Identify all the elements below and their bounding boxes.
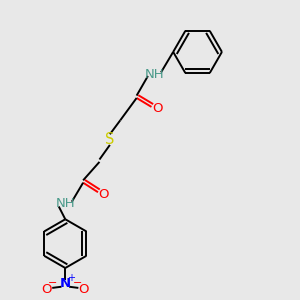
Text: −: − [73,278,83,288]
Text: O: O [152,103,163,116]
Text: O: O [42,283,52,296]
Text: −: − [48,278,58,288]
Text: N: N [60,277,71,290]
Text: NH: NH [145,68,164,81]
Text: O: O [79,283,89,296]
Text: O: O [99,188,109,201]
Text: NH: NH [56,197,75,210]
Text: S: S [105,132,115,147]
Text: +: + [67,273,75,283]
